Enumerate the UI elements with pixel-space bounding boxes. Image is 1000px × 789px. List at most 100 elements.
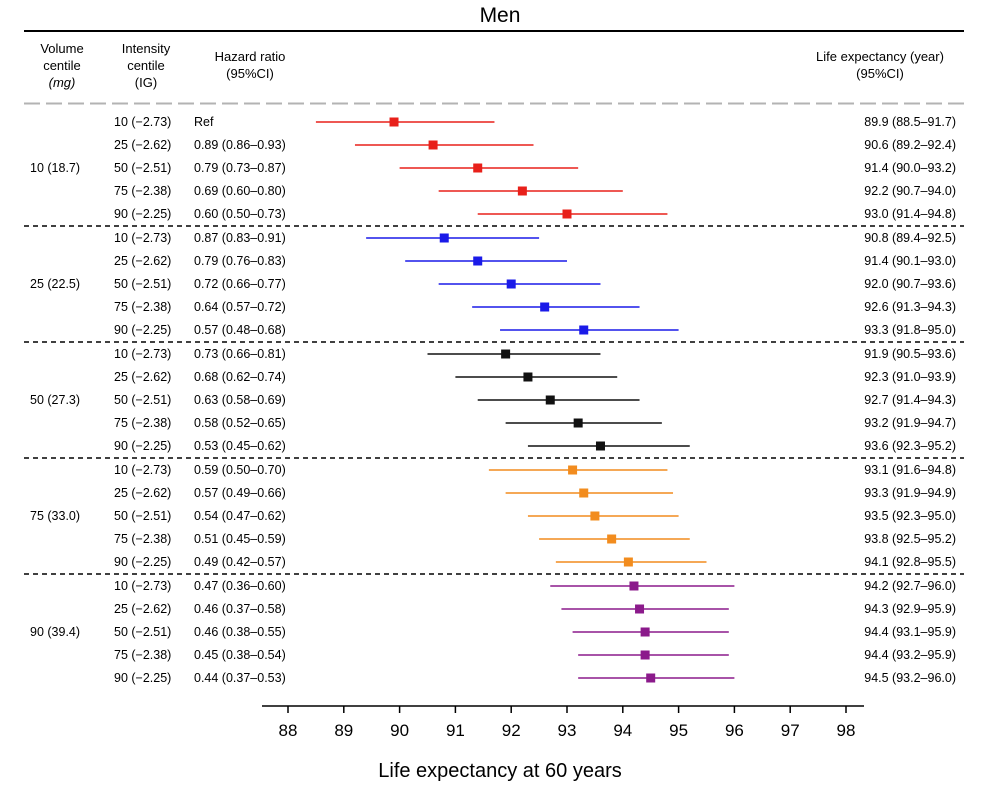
intensity-centile-cell: 75 (−2.38) — [114, 300, 172, 314]
estimate-marker — [540, 302, 550, 312]
x-tick-label: 93 — [558, 721, 577, 740]
x-tick-label: 92 — [502, 721, 521, 740]
estimate-marker — [501, 349, 511, 359]
x-tick-label: 95 — [669, 721, 688, 740]
volume-group-label: 50 (27.3) — [30, 393, 81, 407]
hazard-ratio-cell: 0.49 (0.42–0.57) — [194, 555, 286, 569]
x-tick-label: 88 — [279, 721, 298, 740]
panel-title: Men — [479, 4, 521, 27]
header-life-expectancy: Life expectancy (year) (95%CI) — [790, 48, 970, 82]
x-tick-label: 98 — [837, 721, 856, 740]
intensity-centile-cell: 75 (−2.38) — [114, 532, 172, 546]
hazard-ratio-cell: 0.59 (0.50–0.70) — [194, 463, 286, 477]
x-tick-label: 89 — [334, 721, 353, 740]
estimate-marker — [635, 604, 645, 614]
x-tick-label: 96 — [725, 721, 744, 740]
estimate-marker — [579, 488, 589, 498]
life-expectancy-cell: 93.0 (91.4–94.8) — [864, 207, 956, 221]
intensity-centile-cell: 75 (−2.38) — [114, 184, 172, 198]
hazard-ratio-cell: 0.47 (0.36–0.60) — [194, 579, 286, 593]
intensity-centile-cell: 25 (−2.62) — [114, 486, 172, 500]
estimate-marker — [607, 534, 617, 544]
intensity-centile-cell: 50 (−2.51) — [114, 625, 172, 639]
hazard-ratio-cell: 0.53 (0.45–0.62) — [194, 439, 286, 453]
intensity-centile-cell: 25 (−2.62) — [114, 602, 172, 616]
hazard-ratio-cell: 0.87 (0.83–0.91) — [194, 231, 286, 245]
estimate-marker — [517, 186, 527, 196]
estimate-marker — [428, 140, 438, 150]
life-expectancy-cell: 89.9 (88.5–91.7) — [864, 115, 956, 129]
life-expectancy-cell: 93.1 (91.6–94.8) — [864, 463, 956, 477]
life-expectancy-cell: 93.3 (91.9–94.9) — [864, 486, 956, 500]
x-tick-label: 91 — [446, 721, 465, 740]
estimate-marker — [595, 441, 605, 451]
life-expectancy-cell: 94.3 (92.9–95.9) — [864, 602, 956, 616]
hazard-ratio-cell: 0.72 (0.66–0.77) — [194, 277, 286, 291]
hazard-ratio-cell: 0.58 (0.52–0.65) — [194, 416, 286, 430]
life-expectancy-cell: 94.2 (92.7–96.0) — [864, 579, 956, 593]
estimate-marker — [629, 581, 639, 591]
life-expectancy-cell: 91.4 (90.0–93.2) — [864, 161, 956, 175]
life-expectancy-cell: 94.1 (92.8–95.5) — [864, 555, 956, 569]
intensity-centile-cell: 90 (−2.25) — [114, 439, 172, 453]
top-rule — [24, 30, 964, 32]
estimate-marker — [579, 325, 589, 335]
intensity-centile-cell: 75 (−2.38) — [114, 416, 172, 430]
x-tick-label: 97 — [781, 721, 800, 740]
x-axis-title: Life expectancy at 60 years — [378, 760, 622, 782]
header-hazard-ratio: Hazard ratio (95%CI) — [188, 48, 312, 82]
intensity-centile-cell: 50 (−2.51) — [114, 161, 172, 175]
header-intensity-line3: (IG) — [134, 75, 158, 90]
life-expectancy-cell: 92.0 (90.7–93.6) — [864, 277, 956, 291]
life-expectancy-cell: 93.2 (91.9–94.7) — [864, 416, 956, 430]
volume-group-label: 75 (33.0) — [30, 509, 81, 523]
x-tick-label: 90 — [390, 721, 409, 740]
life-expectancy-cell: 93.5 (92.3–95.0) — [864, 509, 956, 523]
hazard-ratio-cell: 0.68 (0.62–0.74) — [194, 370, 286, 384]
hazard-ratio-cell: 0.51 (0.45–0.59) — [194, 532, 286, 546]
hazard-ratio-cell: 0.60 (0.50–0.73) — [194, 207, 286, 221]
header-volume-unit: (mg) — [48, 75, 76, 90]
x-tick-label: 94 — [613, 721, 632, 740]
header-volume-line2: centile — [43, 58, 81, 73]
life-expectancy-cell: 94.4 (93.2–95.9) — [864, 648, 956, 662]
intensity-centile-cell: 25 (−2.62) — [114, 370, 172, 384]
estimate-marker — [506, 279, 516, 289]
hazard-ratio-cell: 0.57 (0.48–0.68) — [194, 323, 286, 337]
life-expectancy-cell: 94.4 (93.1–95.9) — [864, 625, 956, 639]
intensity-centile-cell: 50 (−2.51) — [114, 277, 172, 291]
hazard-ratio-cell: 0.63 (0.58–0.69) — [194, 393, 286, 407]
intensity-centile-cell: 25 (−2.62) — [114, 138, 172, 152]
estimate-marker — [590, 511, 600, 521]
header-intensity-line2: centile — [127, 58, 165, 73]
volume-group-label: 25 (22.5) — [30, 277, 81, 291]
intensity-centile-cell: 25 (−2.62) — [114, 254, 172, 268]
life-expectancy-cell: 92.2 (90.7–94.0) — [864, 184, 956, 198]
header-intensity-centile: Intensity centile (IG) — [106, 40, 186, 91]
intensity-centile-cell: 10 (−2.73) — [114, 579, 172, 593]
header-volume-line1: Volume — [40, 41, 84, 56]
hazard-ratio-cell: 0.79 (0.73–0.87) — [194, 161, 286, 175]
life-expectancy-cell: 92.6 (91.3–94.3) — [864, 300, 956, 314]
estimate-marker — [439, 233, 449, 243]
intensity-centile-cell: 10 (−2.73) — [114, 463, 172, 477]
estimate-marker — [573, 418, 583, 428]
header-hr-line1: Hazard ratio — [214, 49, 286, 64]
life-expectancy-cell: 92.7 (91.4–94.3) — [864, 393, 956, 407]
estimate-marker — [473, 163, 483, 173]
estimate-marker — [562, 209, 572, 219]
life-expectancy-cell: 91.4 (90.1–93.0) — [864, 254, 956, 268]
hazard-ratio-cell: 0.46 (0.37–0.58) — [194, 602, 286, 616]
life-expectancy-cell: 93.8 (92.5–95.2) — [864, 532, 956, 546]
hazard-ratio-cell: 0.54 (0.47–0.62) — [194, 509, 286, 523]
estimate-marker — [545, 395, 555, 405]
intensity-centile-cell: 90 (−2.25) — [114, 555, 172, 569]
life-expectancy-cell: 93.3 (91.8–95.0) — [864, 323, 956, 337]
volume-group-label: 10 (18.7) — [30, 161, 81, 175]
estimate-marker — [473, 256, 483, 266]
hazard-ratio-cell: 0.45 (0.38–0.54) — [194, 648, 286, 662]
life-expectancy-cell: 91.9 (90.5–93.6) — [864, 347, 956, 361]
estimate-marker — [640, 627, 650, 637]
life-expectancy-cell: 94.5 (93.2–96.0) — [864, 671, 956, 685]
